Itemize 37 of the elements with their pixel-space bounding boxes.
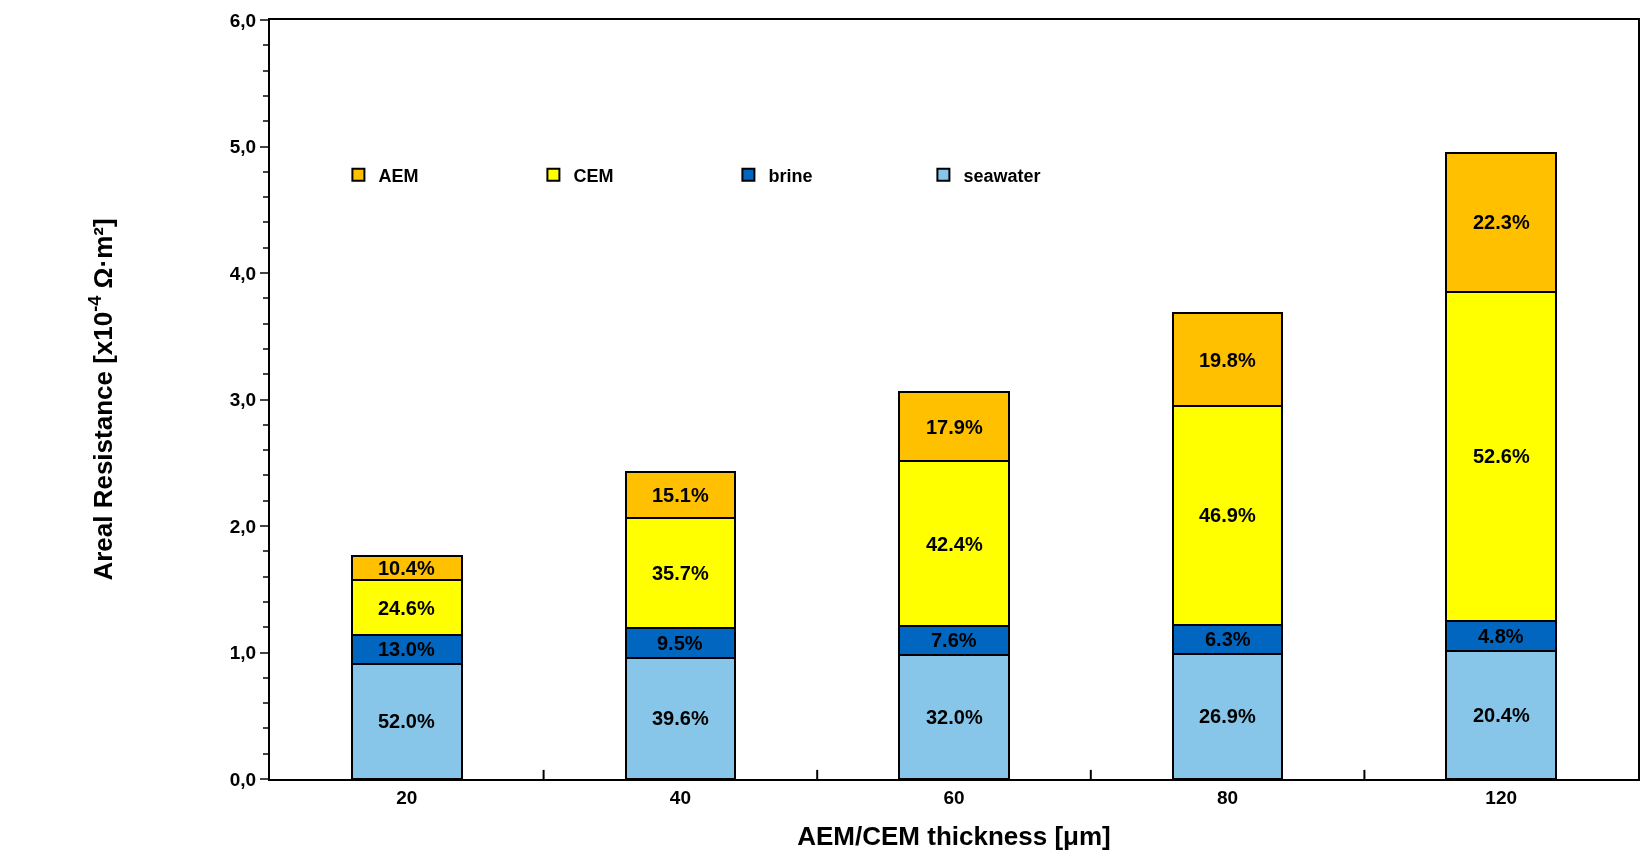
annotation: 26.9% — [1199, 705, 1256, 727]
annotation: 10.4% — [378, 557, 435, 579]
legend-label: AEM — [378, 165, 419, 186]
x-tick-label: 60 — [943, 786, 965, 808]
annotation: 24.6% — [378, 597, 435, 619]
annotation: 13.0% — [378, 638, 435, 660]
annotation: 6.3% — [1205, 628, 1251, 650]
x-tick-label: 40 — [669, 786, 691, 808]
y-tick-label: 2,0 — [229, 515, 257, 537]
annotation: 42.4% — [926, 533, 983, 555]
legend-label: brine — [768, 165, 813, 186]
y-tick-label: 5,0 — [229, 136, 257, 158]
y-tick-label: 1,0 — [229, 642, 257, 664]
y-tick-label: 6,0 — [229, 9, 257, 31]
annotation: 52.0% — [378, 710, 435, 732]
x-tick-label: 120 — [1485, 786, 1518, 808]
annotation: 35.7% — [652, 562, 709, 584]
y-tick-label: 0,0 — [229, 768, 257, 790]
x-axis-title: AEM/CEM thickness [μm] — [797, 821, 1111, 851]
annotation: 20.4% — [1473, 704, 1530, 726]
annotation: 32.0% — [926, 706, 983, 728]
x-tick-label: 20 — [396, 786, 418, 808]
y-tick-label: 3,0 — [229, 389, 257, 411]
y-tick-label: 4,0 — [229, 262, 257, 284]
legend-label: CEM — [573, 165, 614, 186]
x-tick-label: 80 — [1217, 786, 1239, 808]
annotation: 17.9% — [926, 416, 983, 438]
annotation: 46.9% — [1199, 504, 1256, 526]
annotation: 22.3% — [1473, 211, 1530, 233]
annotation: 4.8% — [1478, 625, 1524, 647]
legend-label: seawater — [963, 165, 1041, 186]
annotation: 19.8% — [1199, 349, 1256, 371]
annotation: 52.6% — [1473, 445, 1530, 467]
annotation: 39.6% — [652, 707, 709, 729]
annotation: 15.1% — [652, 484, 709, 506]
annotation: 7.6% — [931, 629, 977, 651]
annotation: 9.5% — [657, 632, 703, 654]
